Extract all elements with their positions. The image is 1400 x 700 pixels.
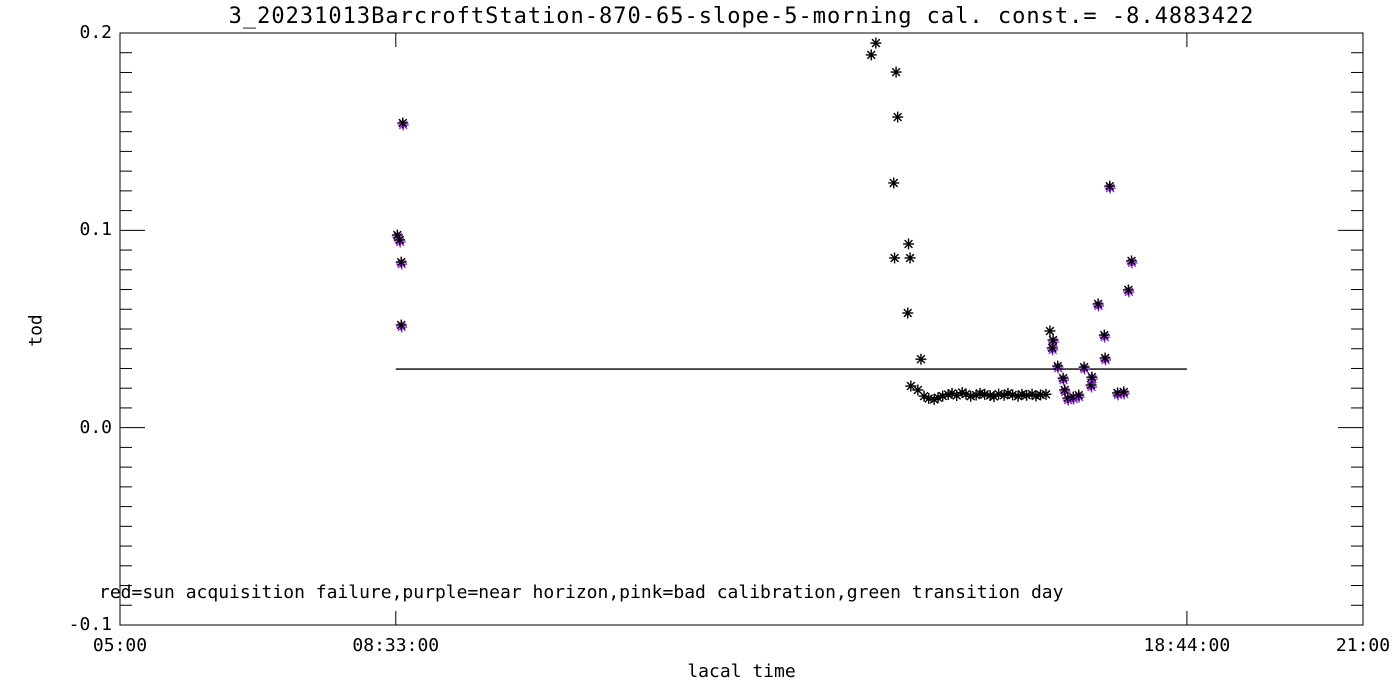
y-tick-label: 0.0 <box>79 416 112 438</box>
y-tick-label: 0.1 <box>79 219 112 241</box>
plot-title: 3_20231013BarcroftStation-870-65-slope-5… <box>228 4 1255 29</box>
y-tick-label: -0.1 <box>68 614 112 635</box>
x-tick-label: 08:33:00 <box>352 635 440 656</box>
x-axis-label: lacal time <box>687 661 796 682</box>
legend-annotation: red=sun acquisition failure,purple=near … <box>99 582 1064 603</box>
x-tick-label: 21:00 <box>1335 635 1391 656</box>
x-tick-label: 05:00 <box>92 635 148 656</box>
x-tick-label: 18:44:00 <box>1143 635 1231 656</box>
y-tick-label: 0.2 <box>79 22 112 43</box>
